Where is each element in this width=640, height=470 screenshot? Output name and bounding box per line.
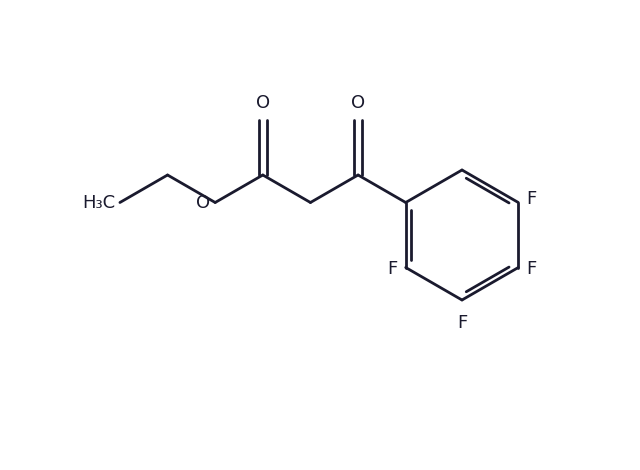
Text: F: F [526, 189, 536, 207]
Text: F: F [387, 260, 397, 279]
Text: O: O [351, 94, 365, 112]
Text: F: F [457, 314, 467, 332]
Text: F: F [526, 260, 536, 279]
Text: H₃C: H₃C [82, 194, 115, 212]
Text: O: O [196, 194, 210, 212]
Text: O: O [256, 94, 270, 112]
